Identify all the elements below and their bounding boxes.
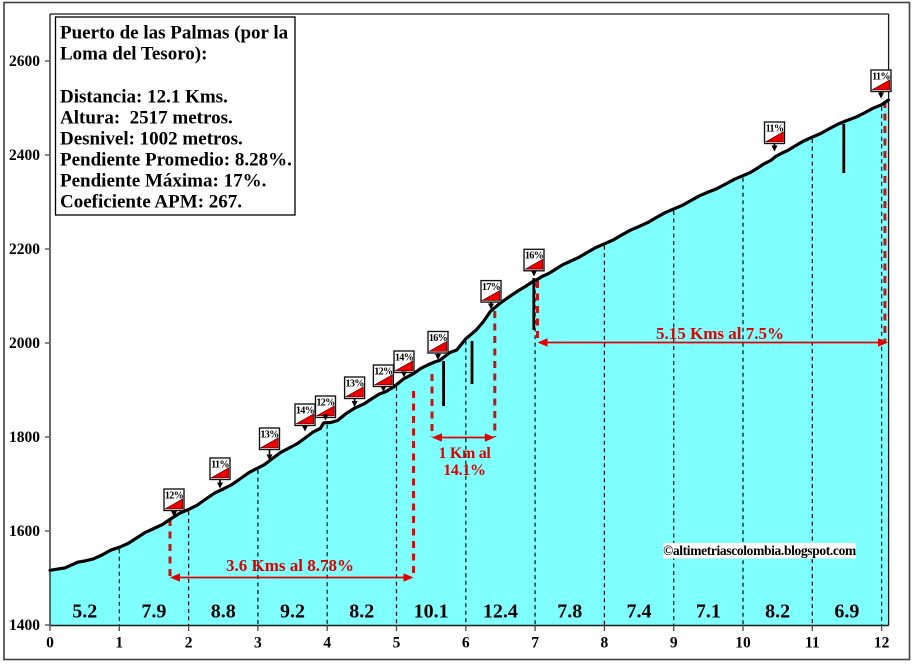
svg-text:2600: 2600: [9, 53, 40, 70]
svg-text:14%: 14%: [296, 405, 315, 416]
svg-text:10: 10: [735, 635, 751, 652]
svg-text:8.2: 8.2: [349, 601, 374, 623]
svg-text:11: 11: [805, 635, 820, 652]
svg-text:7.1: 7.1: [696, 601, 721, 623]
svg-text:14%: 14%: [395, 352, 414, 363]
svg-text:2200: 2200: [9, 241, 40, 258]
svg-text:12: 12: [874, 635, 890, 652]
svg-text:1600: 1600: [9, 523, 40, 540]
svg-text:13%: 13%: [345, 378, 364, 389]
svg-text:©altimetriascolombia.blogspot.: ©altimetriascolombia.blogspot.com: [663, 543, 857, 558]
svg-text:1 Km al: 1 Km al: [438, 445, 491, 462]
svg-text:17%: 17%: [482, 282, 501, 293]
svg-text:2: 2: [185, 635, 193, 652]
svg-text:4: 4: [323, 635, 331, 652]
svg-text:12%: 12%: [165, 490, 184, 501]
svg-text:7.4: 7.4: [627, 601, 652, 623]
svg-text:2400: 2400: [9, 147, 40, 164]
svg-text:1400: 1400: [9, 617, 40, 634]
svg-text:Coeficiente APM: 267.: Coeficiente APM: 267.: [60, 192, 242, 213]
svg-text:Altura: 2517 metros.: Altura: 2517 metros.: [60, 108, 233, 129]
svg-text:8: 8: [601, 635, 609, 652]
svg-text:5.2: 5.2: [72, 601, 97, 623]
svg-text:8.8: 8.8: [211, 601, 236, 623]
svg-text:5: 5: [393, 635, 401, 652]
svg-text:7.8: 7.8: [557, 601, 582, 623]
svg-text:8.2: 8.2: [765, 601, 790, 623]
svg-text:0: 0: [46, 635, 54, 652]
svg-text:11%: 11%: [766, 123, 784, 134]
svg-text:3: 3: [254, 635, 262, 652]
svg-text:10.1: 10.1: [414, 601, 449, 623]
svg-text:1: 1: [115, 635, 123, 652]
svg-text:12%: 12%: [316, 397, 335, 408]
svg-text:9.2: 9.2: [280, 601, 305, 623]
svg-text:3.6 Kms al 8.78%: 3.6 Kms al 8.78%: [226, 556, 354, 575]
svg-text:11%: 11%: [872, 71, 890, 82]
svg-text:12.4: 12.4: [483, 601, 518, 623]
svg-text:5.15 Kms al 7.5%: 5.15 Kms al 7.5%: [656, 324, 784, 343]
svg-text:2000: 2000: [9, 335, 40, 352]
svg-text:1800: 1800: [9, 429, 40, 446]
svg-text:12%: 12%: [374, 366, 393, 377]
svg-text:11%: 11%: [211, 459, 229, 470]
svg-text:16%: 16%: [429, 333, 448, 344]
svg-text:9: 9: [670, 635, 678, 652]
svg-text:Loma del Tesoro):: Loma del Tesoro):: [60, 44, 207, 65]
svg-text:Pendiente Promedio: 8.28%.: Pendiente Promedio: 8.28%.: [60, 150, 292, 171]
svg-text:7.9: 7.9: [141, 601, 166, 623]
svg-text:6: 6: [462, 635, 470, 652]
svg-text:6.9: 6.9: [834, 601, 859, 623]
svg-text:Distancia: 12.1 Kms.: Distancia: 12.1 Kms.: [60, 87, 228, 108]
svg-text:Puerto de las Palmas (por la: Puerto de las Palmas (por la: [60, 23, 289, 44]
svg-text:14.1%: 14.1%: [443, 462, 486, 479]
svg-text:7: 7: [531, 635, 539, 652]
svg-text:Desnivel: 1002 metros.: Desnivel: 1002 metros.: [60, 129, 243, 150]
svg-text:16%: 16%: [525, 251, 544, 262]
svg-text:13%: 13%: [260, 429, 279, 440]
svg-text:Pendiente Máxima: 17%.: Pendiente Máxima: 17%.: [60, 171, 266, 192]
